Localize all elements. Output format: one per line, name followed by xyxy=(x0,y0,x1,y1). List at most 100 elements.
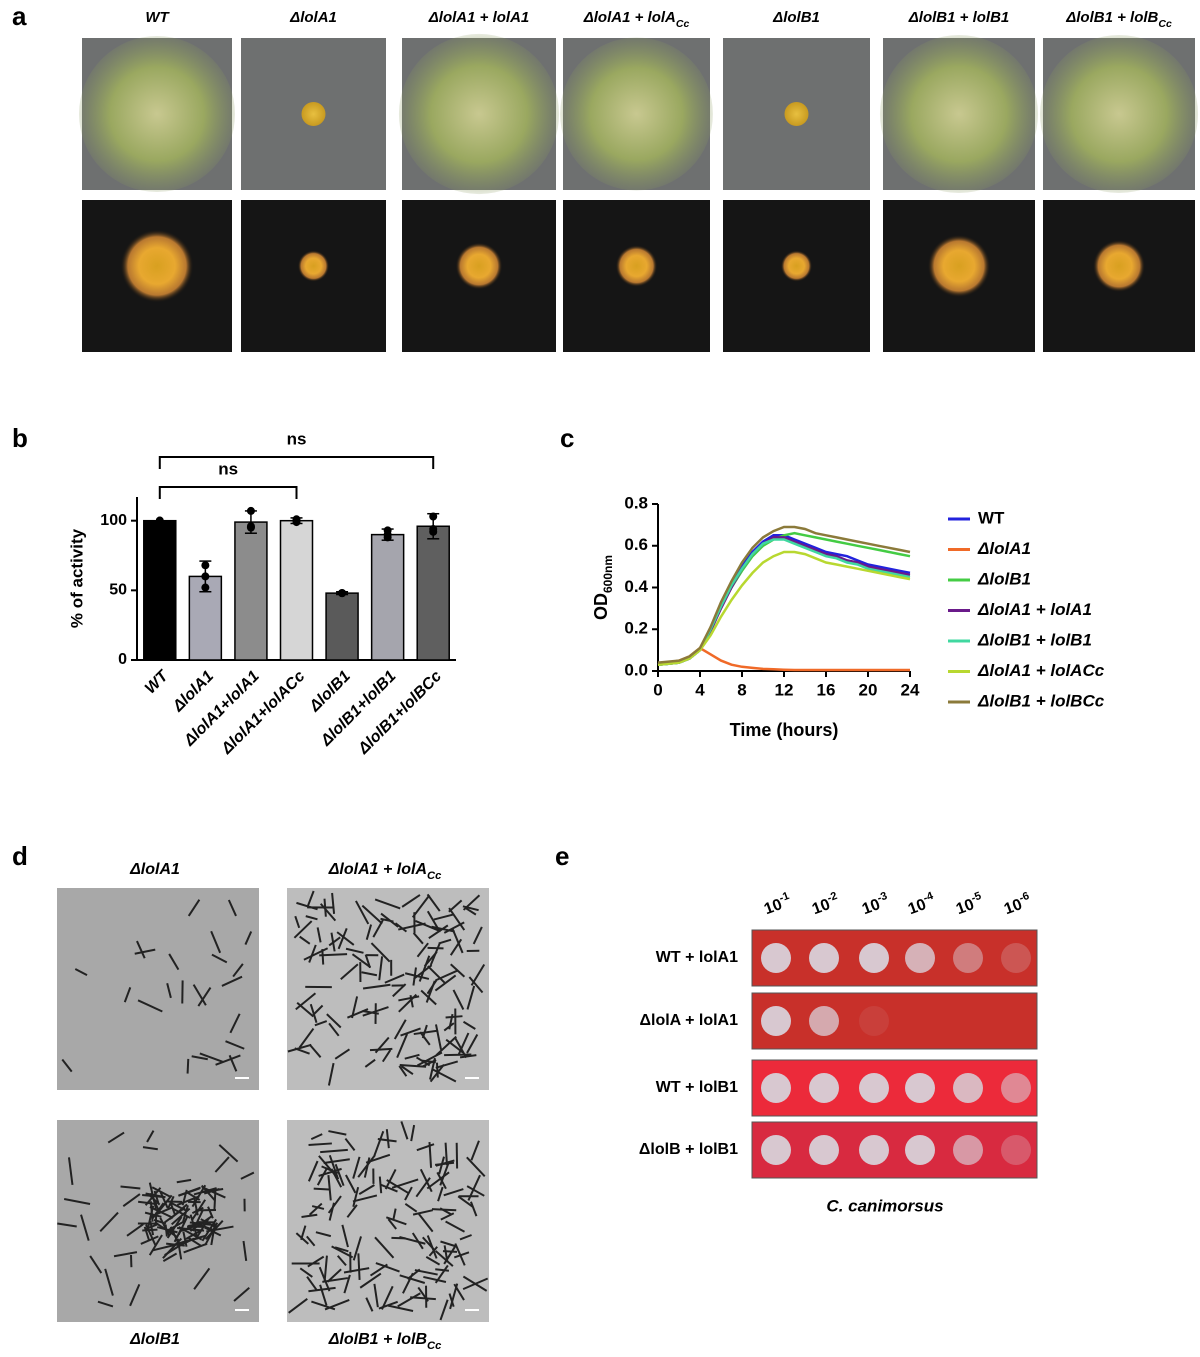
cell xyxy=(74,968,88,976)
cell xyxy=(443,1022,455,1032)
cell xyxy=(313,1187,330,1191)
cell xyxy=(431,1208,457,1212)
spot xyxy=(761,1135,791,1165)
cell xyxy=(341,1224,349,1248)
colony xyxy=(79,36,235,192)
cell xyxy=(412,1209,434,1216)
label: ΔlolA1 + lolA1 xyxy=(428,9,530,26)
cell xyxy=(369,1047,393,1052)
cell xyxy=(381,1285,394,1310)
cell xyxy=(404,1186,413,1201)
x-tick-label: 16 xyxy=(817,680,836,699)
label-text: ΔlolB1 xyxy=(772,9,820,26)
colony xyxy=(455,242,503,290)
cell xyxy=(448,907,466,931)
legend-label: ΔlolA1 + lolACc xyxy=(977,661,1105,680)
cell xyxy=(378,1300,398,1310)
bar xyxy=(370,533,405,661)
cell xyxy=(364,954,371,969)
cell xyxy=(232,963,244,978)
cell xyxy=(362,1009,379,1015)
series-line xyxy=(657,536,911,666)
x-tick-label: 24 xyxy=(901,680,920,699)
cell xyxy=(343,1267,370,1274)
colony xyxy=(120,229,194,303)
cell xyxy=(466,1185,485,1197)
cell xyxy=(319,1284,328,1306)
colony xyxy=(927,234,991,298)
dilution: 10-3 xyxy=(859,890,892,919)
x-tick-label: 0 xyxy=(653,680,662,699)
bar xyxy=(325,592,359,661)
cell xyxy=(468,976,484,994)
cell xyxy=(399,1063,427,1068)
row-label: WT + lolA1 xyxy=(656,949,738,966)
agar-plate xyxy=(751,992,1038,1050)
cell xyxy=(336,931,355,946)
cell xyxy=(306,1276,318,1291)
cell xyxy=(425,980,436,1003)
cell xyxy=(398,993,418,1013)
data-point xyxy=(429,527,438,536)
series-line xyxy=(657,525,911,664)
y-axis-label: % of activity xyxy=(67,528,86,628)
cell xyxy=(129,1283,141,1307)
panel-letter: e xyxy=(555,841,569,871)
cell xyxy=(168,953,180,971)
cell xyxy=(211,953,228,964)
cell xyxy=(429,1063,445,1083)
cell xyxy=(451,928,464,954)
cell xyxy=(373,1283,379,1308)
cell xyxy=(443,1188,464,1197)
cell xyxy=(334,1163,345,1187)
cell xyxy=(191,1184,207,1208)
cell xyxy=(300,1225,307,1241)
cell xyxy=(387,1218,397,1230)
label: ΔlolB1 + lolB1 xyxy=(908,9,1010,26)
cell xyxy=(336,1255,347,1267)
cell xyxy=(396,1033,409,1058)
cell xyxy=(173,1226,183,1243)
cell xyxy=(227,899,237,917)
cell xyxy=(415,1177,431,1198)
spot xyxy=(1001,1073,1031,1103)
cell xyxy=(305,915,318,921)
cell xyxy=(242,1240,248,1261)
cell xyxy=(151,1186,171,1198)
micrograph xyxy=(57,888,259,1090)
spot xyxy=(905,1073,935,1103)
colony xyxy=(301,102,326,126)
cell xyxy=(327,1062,335,1086)
legend-label: ΔlolB1 + lolBCc xyxy=(977,691,1105,710)
cell xyxy=(445,1038,464,1054)
panel-letter: c xyxy=(560,423,574,453)
cell xyxy=(328,1130,347,1136)
cell xyxy=(443,1245,449,1263)
legend-label: WT xyxy=(978,508,1005,527)
cell xyxy=(193,1267,211,1290)
cell xyxy=(308,1043,322,1058)
cell xyxy=(166,983,172,999)
colony xyxy=(1093,240,1145,292)
cell xyxy=(369,1263,388,1277)
cell xyxy=(431,1068,457,1083)
cell xyxy=(185,1229,203,1240)
dilution-base: 10 xyxy=(810,896,833,918)
cell xyxy=(192,984,207,1006)
cell xyxy=(327,1195,342,1214)
cell xyxy=(435,1060,459,1069)
cell xyxy=(443,921,465,934)
cell xyxy=(293,920,313,939)
spot xyxy=(809,1135,839,1165)
x-tick-label: ΔlolA1+lolACc xyxy=(218,668,309,759)
cell xyxy=(240,1171,255,1180)
cell xyxy=(435,969,459,982)
colony xyxy=(780,250,813,282)
cell xyxy=(294,915,301,929)
cell xyxy=(469,1201,478,1217)
cell xyxy=(225,1040,245,1050)
label: ΔlolB1 + lolBCc xyxy=(1065,9,1172,30)
cell xyxy=(308,944,317,963)
panel-letter: a xyxy=(12,1,27,31)
